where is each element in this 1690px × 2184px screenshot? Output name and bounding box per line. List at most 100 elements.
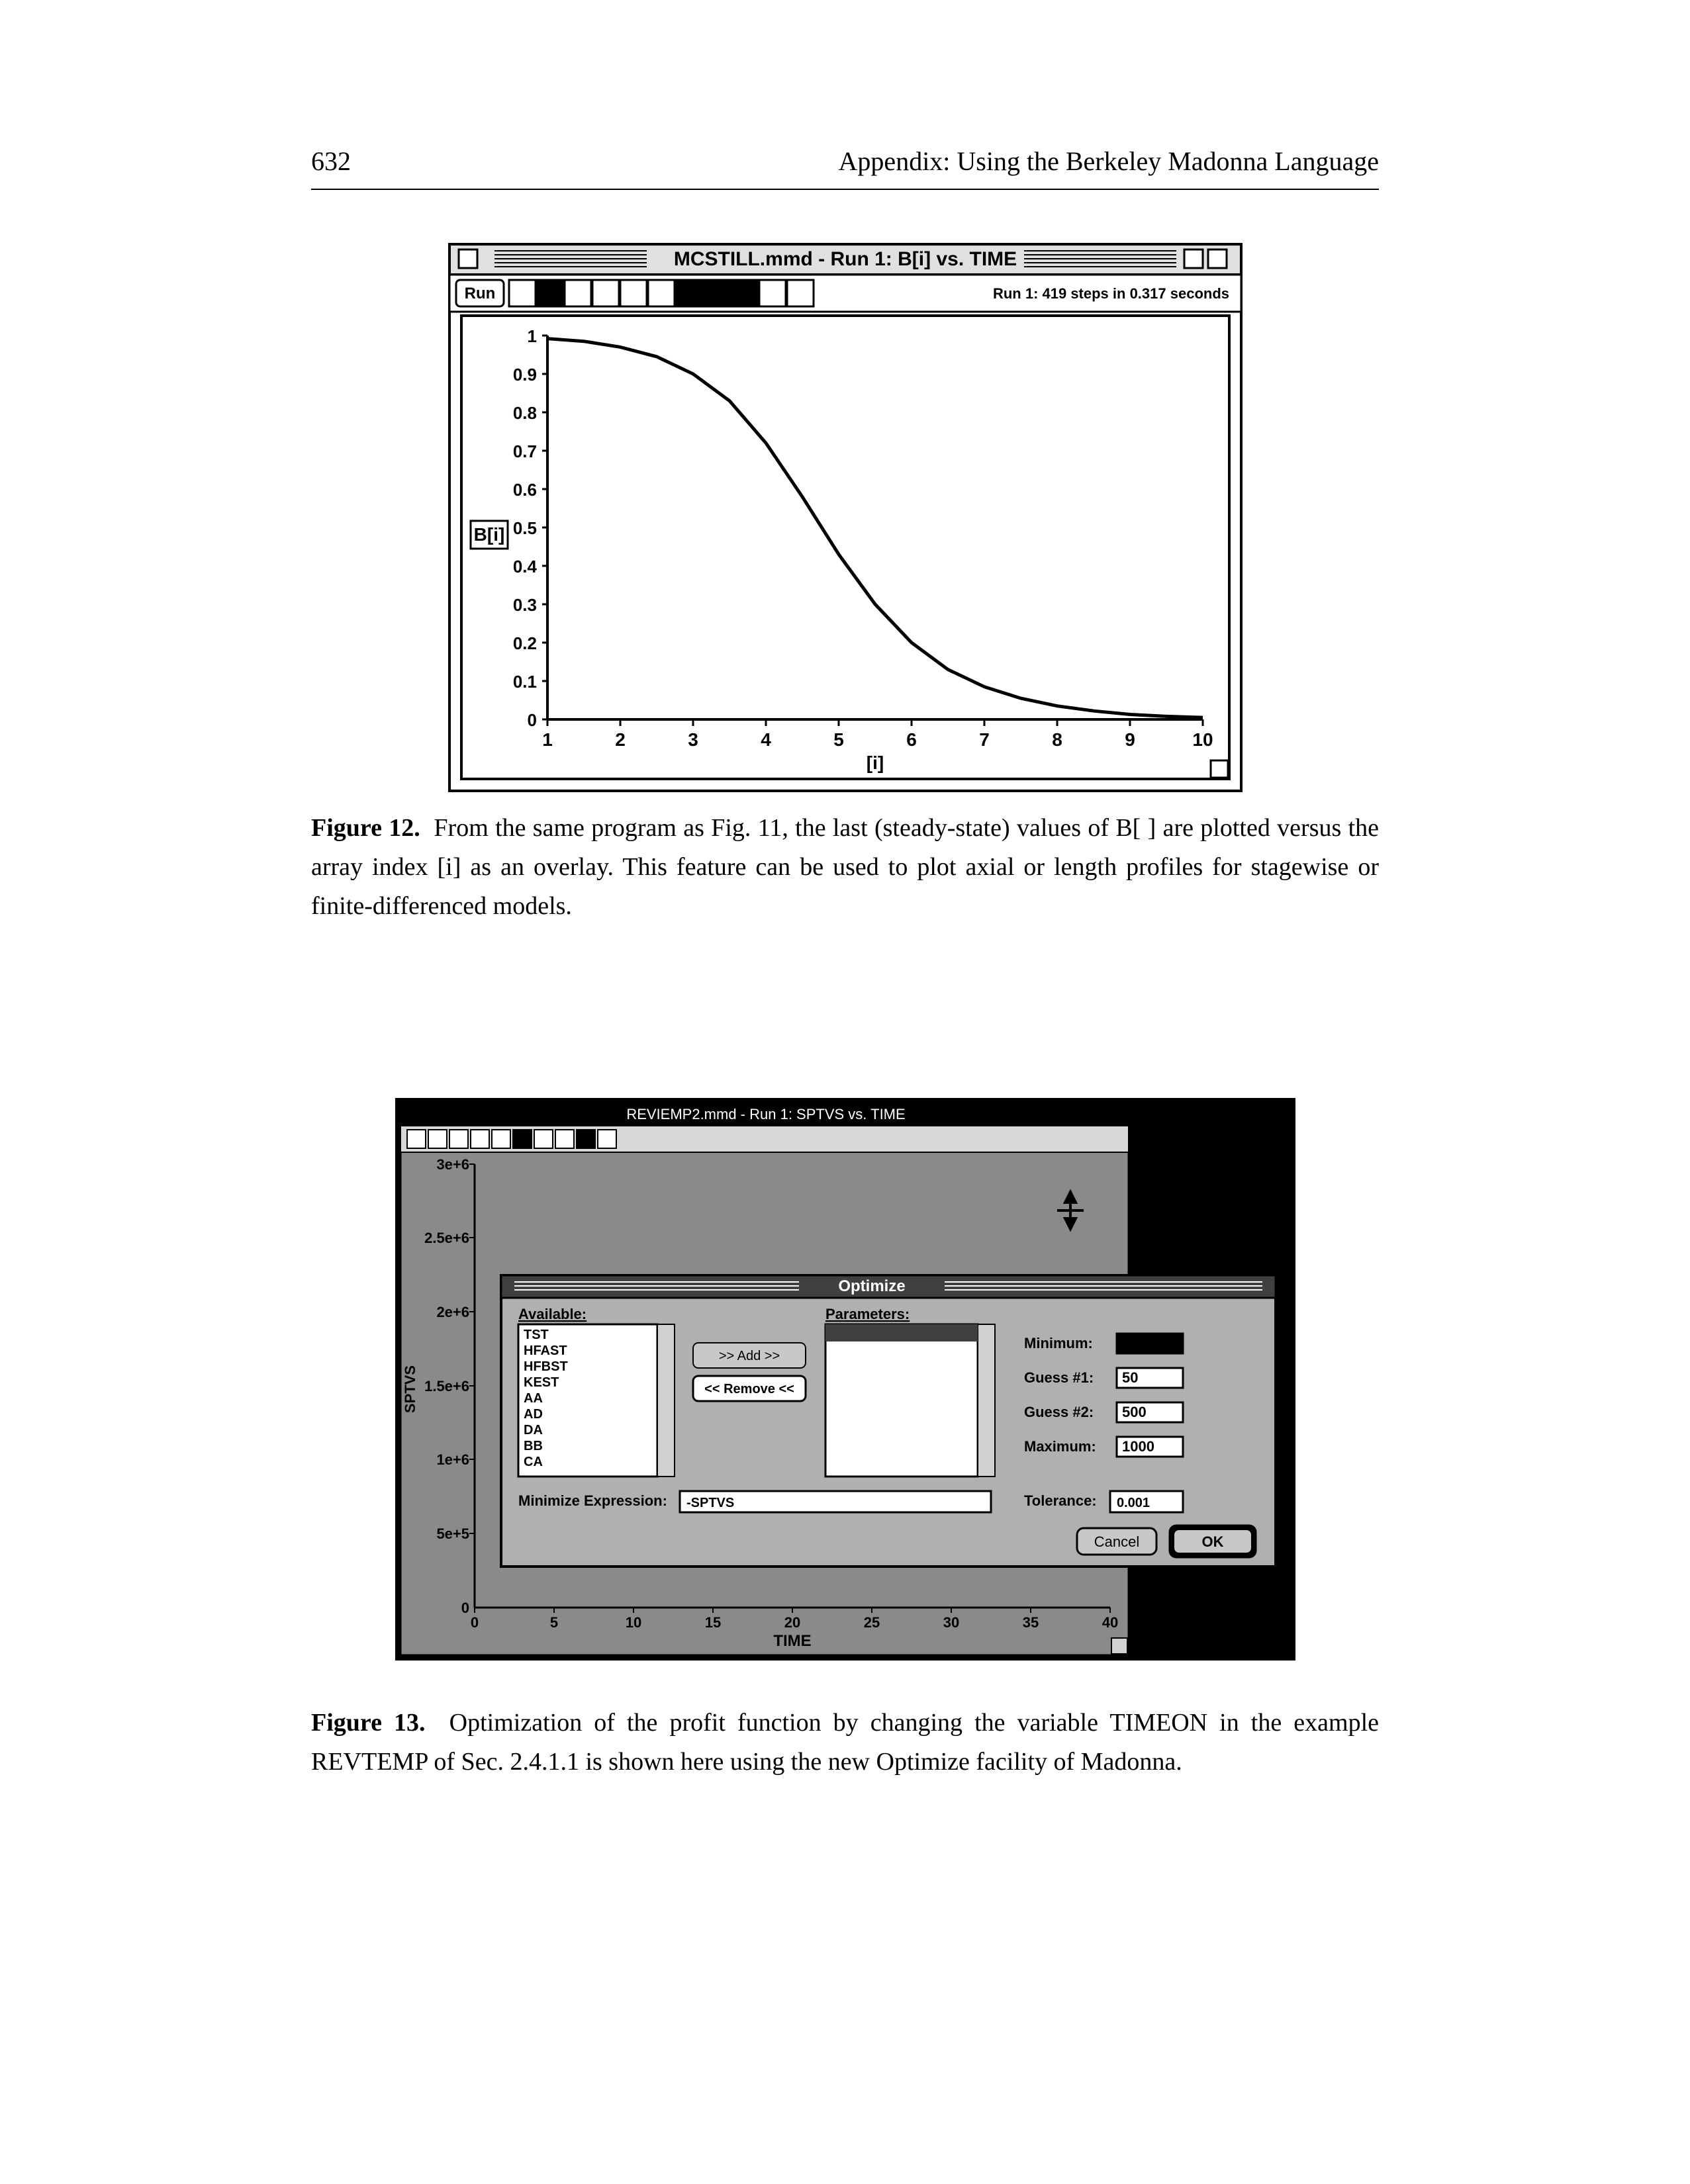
svg-text:40: 40 xyxy=(1102,1614,1117,1631)
cancel-button[interactable]: Cancel xyxy=(1077,1528,1156,1555)
x-axis-label: [i] xyxy=(866,752,883,773)
page-number: 632 xyxy=(311,146,351,177)
svg-text:DA: DA xyxy=(524,1423,543,1437)
remove-button[interactable]: << Remove << xyxy=(693,1376,806,1401)
figure12-caption-lead: Figure 12. xyxy=(311,814,420,842)
parameters-label: Parameters: xyxy=(825,1306,910,1322)
figure13-screenshot: REVIEMP2.mmd - Run 1: SPTVS vs. TIME 3e+… xyxy=(395,1098,1295,1661)
svg-text:0: 0 xyxy=(527,710,536,730)
figure13-caption-lead: Figure 13. xyxy=(311,1709,426,1737)
figure13-caption-text: Optimization of the profit function by c… xyxy=(311,1709,1379,1776)
svg-text:0.7: 0.7 xyxy=(512,441,536,461)
svg-text:10: 10 xyxy=(1192,729,1213,750)
svg-text:30: 30 xyxy=(943,1614,959,1631)
svg-text:0.8: 0.8 xyxy=(512,403,536,423)
svg-text:8: 8 xyxy=(1052,729,1062,750)
running-head: Appendix: Using the Berkeley Madonna Lan… xyxy=(839,146,1379,177)
maximum-value: 1000 xyxy=(1122,1438,1154,1455)
svg-text:2.5e+6: 2.5e+6 xyxy=(424,1230,469,1246)
svg-text:0: 0 xyxy=(461,1600,469,1616)
svg-text:OK: OK xyxy=(1201,1533,1223,1550)
minimize-expr-value: -SPTVS xyxy=(686,1496,734,1510)
collapse-box-icon xyxy=(1208,250,1227,268)
svg-text:2e+6: 2e+6 xyxy=(436,1304,469,1320)
status-text: Run 1: 419 steps in 0.317 seconds xyxy=(992,285,1229,302)
optimize-dialog-title: Optimize xyxy=(838,1277,905,1295)
tolerance-value: 0.001 xyxy=(1117,1496,1150,1510)
figure12-screenshot: MCSTILL.mmd - Run 1: B[i] vs. TIME Run xyxy=(448,243,1243,792)
svg-text:3: 3 xyxy=(688,729,698,750)
svg-text:B[i]: B[i] xyxy=(473,524,504,545)
guess2-label: Guess #2: xyxy=(1024,1404,1094,1420)
maximum-label: Maximum: xyxy=(1024,1438,1096,1455)
tolerance-label: Tolerance: xyxy=(1024,1492,1097,1509)
svg-text:AA: AA xyxy=(524,1391,543,1406)
svg-text:3e+6: 3e+6 xyxy=(436,1156,469,1173)
svg-text:5e+5: 5e+5 xyxy=(436,1525,469,1542)
svg-text:0.9: 0.9 xyxy=(512,365,536,385)
svg-text:20: 20 xyxy=(784,1614,800,1631)
svg-text:HFAST: HFAST xyxy=(524,1343,567,1358)
available-label: Available: xyxy=(518,1306,587,1322)
figure12-caption-text: From the same program as Fig. 11, the la… xyxy=(311,814,1379,920)
minimize-expr-label: Minimize Expression: xyxy=(518,1492,667,1509)
fig13-window-title: REVIEMP2.mmd - Run 1: SPTVS vs. TIME xyxy=(626,1106,905,1122)
close-box-icon xyxy=(459,250,477,268)
optimize-dialog: Optimize Available: TST HFAST HFBST KEST… xyxy=(501,1275,1276,1567)
svg-text:0.1: 0.1 xyxy=(512,672,536,692)
fig13-x-axis-label: TIME xyxy=(773,1632,811,1650)
svg-text:Run: Run xyxy=(464,285,495,302)
fig13-grow-box-icon[interactable] xyxy=(1111,1638,1127,1654)
svg-text:>> Add >>: >> Add >> xyxy=(718,1349,779,1363)
svg-text:AD: AD xyxy=(524,1407,543,1422)
svg-text:KEST: KEST xyxy=(524,1375,559,1390)
svg-text:0.6: 0.6 xyxy=(512,480,536,500)
svg-text:9: 9 xyxy=(1125,729,1135,750)
svg-text:25: 25 xyxy=(863,1614,879,1631)
svg-text:1e+6: 1e+6 xyxy=(436,1451,469,1468)
parameters-scrollbar[interactable] xyxy=(978,1324,995,1477)
svg-text:0.4: 0.4 xyxy=(512,557,537,576)
minimum-label: Minimum: xyxy=(1024,1335,1093,1351)
svg-text:10: 10 xyxy=(625,1614,641,1631)
svg-text:CA: CA xyxy=(524,1455,543,1469)
svg-text:5: 5 xyxy=(549,1614,557,1631)
svg-text:7: 7 xyxy=(979,729,990,750)
svg-text:0.3: 0.3 xyxy=(512,595,536,615)
svg-text:5: 5 xyxy=(833,729,844,750)
fig13-y-axis-label: SPTVS xyxy=(402,1365,418,1413)
svg-text:BB: BB xyxy=(524,1439,543,1453)
svg-text:HFBST: HFBST xyxy=(524,1359,568,1374)
svg-text:1: 1 xyxy=(527,326,536,346)
add-button[interactable]: >> Add >> xyxy=(693,1343,806,1368)
grow-box-icon[interactable] xyxy=(1211,760,1228,778)
run-button[interactable]: Run xyxy=(456,280,504,306)
svg-text:0: 0 xyxy=(470,1614,478,1631)
svg-text:2: 2 xyxy=(615,729,626,750)
svg-text:35: 35 xyxy=(1022,1614,1038,1631)
available-scrollbar[interactable] xyxy=(657,1324,675,1477)
svg-text:Cancel: Cancel xyxy=(1094,1533,1139,1550)
plot-frame xyxy=(461,316,1229,779)
ok-button[interactable]: OK xyxy=(1170,1525,1256,1557)
parameters-listbox[interactable] xyxy=(825,1324,978,1477)
guess1-value: 50 xyxy=(1122,1369,1138,1386)
svg-text:1.5e+6: 1.5e+6 xyxy=(424,1378,469,1394)
y-axis-label-box: B[i] xyxy=(471,521,508,549)
toolbar-icons[interactable] xyxy=(509,280,814,306)
minimum-input[interactable] xyxy=(1117,1334,1183,1353)
svg-text:4: 4 xyxy=(761,729,771,750)
guess2-value: 500 xyxy=(1122,1404,1147,1420)
svg-text:15: 15 xyxy=(704,1614,720,1631)
svg-text:<< Remove <<: << Remove << xyxy=(704,1382,794,1396)
svg-text:6: 6 xyxy=(906,729,917,750)
svg-text:0.2: 0.2 xyxy=(512,633,536,653)
zoom-box-icon xyxy=(1184,250,1203,268)
guess1-label: Guess #1: xyxy=(1024,1369,1094,1386)
svg-text:TST: TST xyxy=(524,1328,549,1342)
svg-text:1: 1 xyxy=(542,729,553,750)
window-title: MCSTILL.mmd - Run 1: B[i] vs. TIME xyxy=(673,248,1016,270)
svg-text:0.5: 0.5 xyxy=(512,518,536,538)
header-rule xyxy=(311,189,1379,190)
figure12-caption: Figure 12. From the same program as Fig.… xyxy=(311,809,1379,926)
